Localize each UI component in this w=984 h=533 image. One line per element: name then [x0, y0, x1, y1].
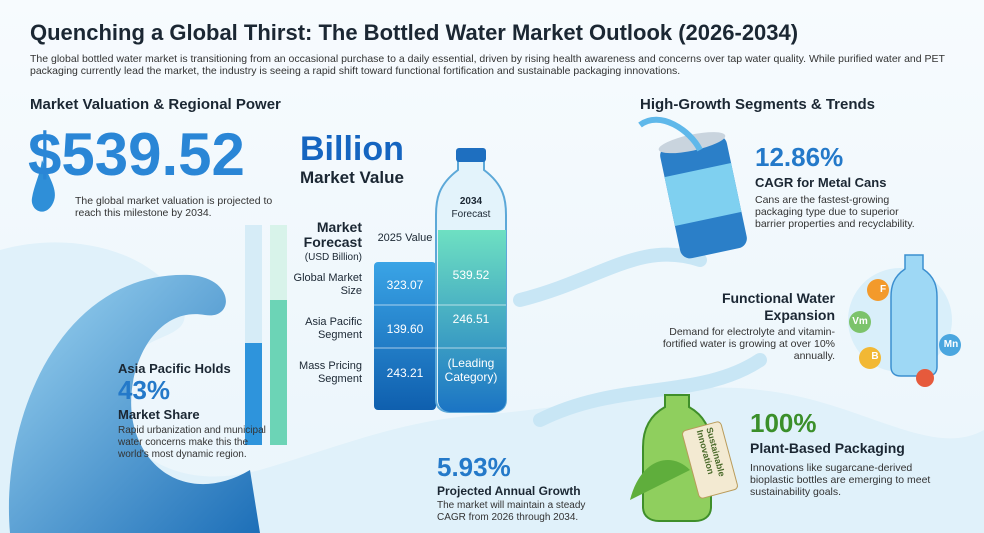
trend-label: Plant-Based Packaging	[750, 440, 905, 456]
subtitle: The global bottled water market is trans…	[30, 53, 945, 77]
wave	[8, 274, 260, 533]
leaf	[630, 460, 690, 500]
cell-2034: 539.52	[452, 268, 490, 282]
trend-title: Functional Water Expansion	[721, 290, 835, 323]
big-note: The global market valuation is projected…	[75, 195, 273, 219]
cell-2034: 246.51	[452, 312, 490, 326]
vitamin-ball	[849, 311, 871, 333]
vitamin-letter: Mn	[943, 339, 959, 350]
row-label: Mass Pricing Segment	[299, 360, 362, 385]
trend-note: Innovations like sugarcane-derived biopl…	[750, 462, 931, 498]
section-heading: High-Growth Segments & Trends	[640, 96, 876, 113]
drop	[31, 160, 55, 212]
bottle-water	[438, 230, 506, 412]
stream	[513, 247, 767, 427]
trend-note: Demand for electrolyte and vitamin-forti…	[662, 326, 835, 362]
trend-label: CAGR for Metal Cans	[755, 175, 887, 190]
col-header: Forecast	[451, 209, 491, 220]
vitamin-letter: Vm	[852, 316, 868, 327]
can	[658, 132, 747, 259]
asia-label: Market Share	[118, 407, 200, 422]
cell-2034: (Leading Category)	[444, 356, 498, 384]
title: Quenching a Global Thirst: The Bottled W…	[30, 20, 799, 45]
growth-value: 5.93%	[437, 452, 511, 482]
row-label: Global Market Size	[293, 272, 362, 297]
bar	[245, 343, 262, 445]
big-value: $539.52	[28, 121, 245, 188]
asia-value: 43%	[118, 375, 171, 405]
col-header: 2025 Value	[377, 232, 433, 244]
splash	[638, 116, 703, 152]
growth-note: The market will maintain a steady CAGR f…	[437, 500, 586, 523]
bar	[270, 300, 287, 445]
cell-2025: 139.60	[386, 322, 424, 336]
column	[374, 262, 436, 410]
vitamin-ball	[939, 334, 961, 356]
vitamin-ball	[867, 279, 889, 301]
section-heading: Market Valuation & Regional Power	[30, 96, 281, 113]
can-band	[664, 162, 742, 226]
table-units: (USD Billion)	[304, 252, 362, 263]
trend-value: 100%	[750, 408, 817, 438]
row-label: Asia Pacific Segment	[305, 316, 362, 341]
big-unit: Billion	[300, 130, 404, 168]
water-stream	[0, 242, 984, 533]
cell-2025: 243.21	[386, 366, 424, 380]
growth-label: Projected Annual Growth	[437, 484, 581, 498]
cell-2025: 323.07	[386, 278, 424, 292]
vitamin-ball	[859, 347, 881, 369]
vitamin-ball	[916, 369, 934, 387]
table-title: Market Forecast	[303, 219, 362, 250]
big-label: Market Value	[300, 168, 404, 187]
col-header-year: 2034	[459, 196, 483, 207]
asia-lead: Asia Pacific Holds	[118, 361, 231, 376]
vitamin-letter: F	[879, 284, 887, 295]
trend-value: 12.86%	[755, 142, 844, 172]
trend-note: Cans are the fastest-growing packaging t…	[755, 194, 915, 230]
asia-note: Rapid urbanization and municipal water c…	[118, 425, 266, 460]
vitamin-letter: B	[871, 351, 879, 362]
bottle-cap	[456, 148, 486, 162]
tag	[682, 421, 738, 499]
